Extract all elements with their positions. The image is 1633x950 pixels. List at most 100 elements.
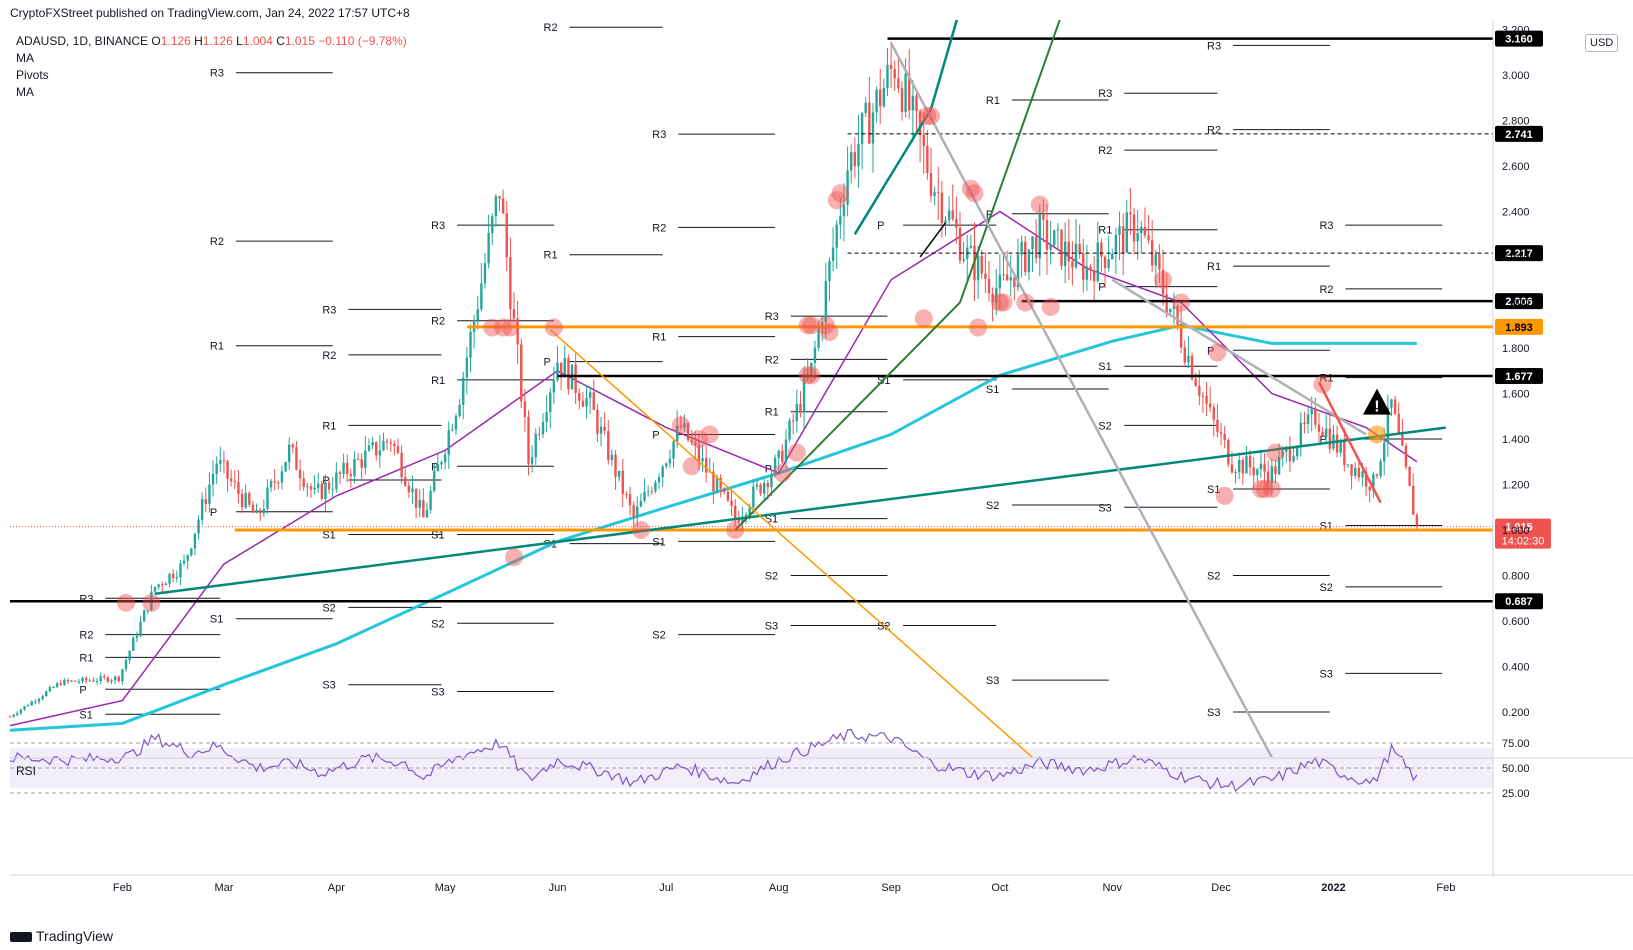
candle-body: [215, 463, 218, 475]
trendline: [1111, 278, 1367, 436]
candle-body: [483, 263, 487, 284]
candle-body: [1237, 459, 1241, 473]
footer-brand: TradingView: [10, 928, 113, 944]
candle-body: [574, 364, 577, 393]
candle-body: [422, 499, 425, 518]
candle-body: [45, 691, 48, 697]
candle-body: [802, 378, 806, 413]
candle-body: [1364, 471, 1368, 487]
candle-body: [313, 487, 316, 490]
candle-body: [1401, 432, 1404, 446]
candle-body: [1201, 395, 1205, 397]
candle-body: [1404, 445, 1408, 467]
touch-marker: [921, 106, 940, 125]
pivot-label: S1: [431, 530, 444, 542]
pivot-label: R3: [1207, 40, 1221, 52]
touch-marker: [802, 366, 821, 385]
touch-marker: [827, 191, 846, 210]
pivot-label: P: [877, 220, 884, 232]
candle-body: [650, 491, 653, 493]
candle-body: [451, 429, 454, 431]
pivot-label: P: [1207, 345, 1214, 357]
candle-body: [1169, 308, 1172, 313]
pivot-label: R2: [210, 236, 224, 248]
key-level-label: 2.741: [1505, 129, 1533, 141]
candle-body: [320, 483, 324, 500]
pivot-label: R1: [1207, 261, 1221, 273]
candle-body: [592, 392, 595, 410]
candle-body: [1245, 455, 1248, 474]
x-tick-label: Nov: [1102, 882, 1122, 894]
candle-body: [549, 392, 552, 413]
candle-body: [842, 204, 846, 217]
candle-body: [759, 484, 762, 494]
pivot-label: P: [210, 507, 217, 519]
candle-body: [70, 680, 73, 682]
candle-body: [168, 573, 171, 584]
candle-body: [204, 499, 207, 504]
touch-marker: [798, 316, 817, 335]
candle-body: [723, 488, 726, 492]
candle-body: [857, 143, 860, 167]
candle-body: [1386, 407, 1390, 443]
candle-body: [915, 95, 918, 112]
candle-body: [527, 416, 530, 464]
candle-body: [980, 255, 983, 274]
candle-body: [1205, 395, 1208, 404]
candle-body: [744, 514, 748, 517]
indicator-ma-slow[interactable]: MA: [16, 85, 34, 99]
indicator-ma-fast[interactable]: MA: [16, 51, 34, 65]
candle-body: [846, 170, 849, 205]
touch-marker: [1251, 480, 1270, 499]
candle-body: [1056, 229, 1060, 231]
candle-body: [1092, 270, 1096, 282]
trendline: [154, 426, 1447, 595]
candle-body: [668, 458, 672, 464]
currency-button[interactable]: USD: [1585, 34, 1619, 52]
candle-body: [237, 482, 240, 494]
candle-body: [258, 509, 262, 514]
pivot-label: S1: [652, 536, 665, 548]
pivot-label: R1: [322, 420, 336, 432]
candle-body: [610, 454, 614, 461]
candle-body: [824, 281, 828, 323]
candle-body: [1234, 472, 1237, 474]
candle-body: [23, 706, 26, 710]
y-tick-label: 2.200: [1502, 252, 1530, 264]
candle-body: [1328, 428, 1332, 449]
touch-marker: [483, 318, 502, 337]
candle-body: [1252, 467, 1255, 476]
candle-body: [737, 519, 741, 522]
candle-body: [1129, 212, 1132, 215]
candle-body: [683, 423, 686, 428]
candle-body: [962, 258, 965, 261]
candle-body: [603, 426, 606, 432]
candle-body: [1266, 471, 1270, 484]
candle-body: [63, 679, 66, 685]
candle-body: [625, 494, 628, 496]
candle-body: [153, 586, 157, 592]
candle-body: [991, 293, 994, 302]
candle-body: [704, 458, 708, 473]
touch-marker: [994, 293, 1013, 312]
y-tick-label: 0.800: [1502, 571, 1530, 583]
candle-body: [1074, 243, 1078, 268]
candle-body: [117, 676, 120, 682]
touch-marker: [671, 416, 690, 435]
candle-body: [106, 677, 110, 682]
indicator-pivots[interactable]: Pivots: [16, 68, 49, 82]
candle-body: [84, 677, 88, 681]
candle-body: [578, 392, 581, 401]
x-tick-label: Feb: [1436, 882, 1455, 894]
candle-body: [1089, 266, 1092, 271]
rsi-level-label: 50.00: [1502, 763, 1530, 775]
candle-body: [1060, 229, 1063, 267]
candle-body: [284, 462, 287, 472]
candle-body: [88, 680, 91, 682]
key-level-badge: [1495, 125, 1543, 142]
candle-body: [828, 260, 831, 282]
candle-body: [480, 283, 483, 310]
candle-body: [940, 192, 944, 224]
pivot-label: S2: [322, 602, 335, 614]
